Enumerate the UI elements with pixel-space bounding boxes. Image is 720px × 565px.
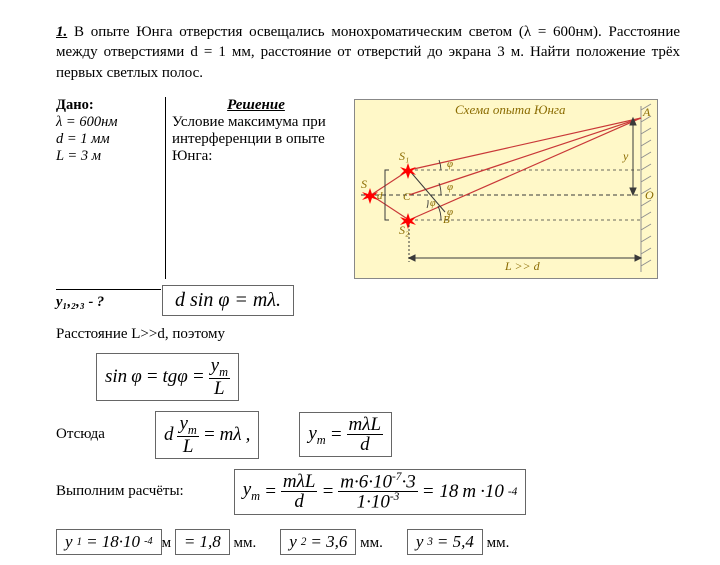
solution-block: Решение Условие максимума при интерферен…: [172, 97, 340, 165]
svg-text:S: S: [361, 177, 367, 191]
svg-text:O: O: [645, 188, 654, 202]
given-header: Дано:: [56, 97, 161, 114]
result-y3: y3 = 5,4 мм.: [407, 529, 510, 555]
diagram-title: Схема опыта Юнга: [455, 102, 566, 117]
solution-text: Условие максимума при интерференции в оп…: [172, 114, 326, 164]
eq-step2a: d ymL = mλ,: [155, 411, 259, 459]
result-y2: y2 = 3,6 мм.: [280, 529, 383, 555]
eq-sin-approx: sin φ = tgφ = ymL: [96, 353, 239, 401]
svg-text:d: d: [377, 190, 383, 202]
find-label: y₁,₂,₃ - ?: [56, 289, 161, 311]
problem-text: В опыте Юнга отверстия освещались монохр…: [56, 24, 680, 81]
svg-text:A: A: [642, 105, 651, 119]
svg-text:C: C: [403, 191, 411, 203]
distance-note: Расстояние L>>d, поэтому: [56, 326, 225, 343]
divider: [165, 97, 166, 279]
svg-text:φ: φ: [430, 198, 436, 209]
svg-text:φ: φ: [447, 158, 453, 170]
eq-numeric: ym = mλLd = m·6·10-7·31·10-3 = 18m·10-4: [234, 469, 527, 515]
calc-label: Выполним расчёты:: [56, 483, 184, 500]
given-l: L = 3 м: [56, 148, 161, 165]
solution-header: Решение: [172, 97, 340, 114]
given-lambda: λ = 600нм: [56, 114, 161, 131]
given-block: Дано: λ = 600нм d = 1 мм L = 3 м: [56, 97, 161, 165]
svg-text:y: y: [622, 149, 629, 163]
young-diagram: Схема опыта Юнга S S₁ S₂ d C B φ φ φ φ A…: [354, 99, 658, 279]
result-y1: y1 = 18·10-4м = 1,8 мм.: [56, 529, 256, 555]
hence-label: Отсюда: [56, 426, 105, 443]
svg-text:L >> d: L >> d: [504, 259, 541, 273]
eq-max-condition: d sin φ = mλ.: [162, 285, 294, 316]
svg-text:φ: φ: [447, 206, 453, 218]
svg-text:S₁: S₁: [399, 149, 409, 163]
problem-statement: 1. В опыте Юнга отверстия освещались мон…: [56, 22, 680, 83]
given-d: d = 1 мм: [56, 131, 161, 148]
eq-step2b: ym = mλLd: [299, 412, 392, 457]
problem-number: 1.: [56, 24, 67, 40]
svg-text:S₂: S₂: [399, 223, 409, 237]
svg-text:φ: φ: [447, 181, 453, 193]
